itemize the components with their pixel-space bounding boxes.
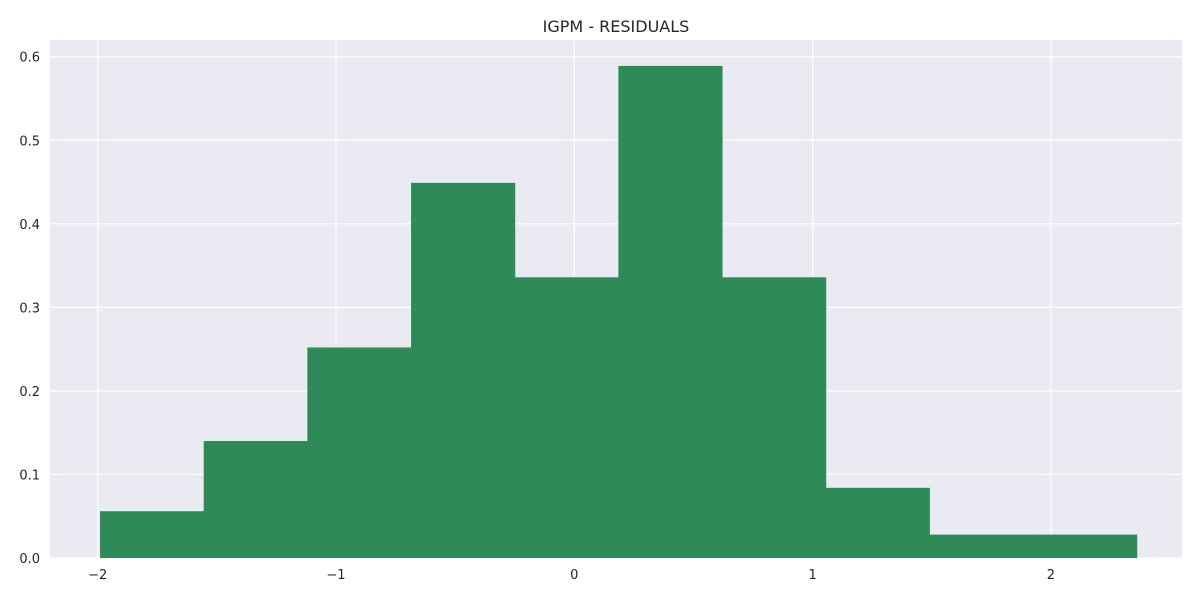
y-tick-label: 0.1 bbox=[19, 468, 40, 483]
histogram-bar-1 bbox=[100, 511, 205, 558]
histogram-bar-6 bbox=[618, 65, 723, 559]
y-tick-label: 0.0 bbox=[19, 552, 40, 567]
histogram-bar-4 bbox=[411, 182, 516, 558]
histogram-bar-9 bbox=[929, 534, 1034, 558]
histogram-bar-5 bbox=[514, 277, 619, 558]
histogram-bar-7 bbox=[722, 277, 827, 558]
x-axis-ticks: −2 −1 0 1 2 bbox=[88, 568, 1055, 583]
x-tick-label: −2 bbox=[88, 568, 107, 583]
histogram-bar-10 bbox=[1033, 534, 1138, 558]
y-tick-label: 0.2 bbox=[19, 385, 40, 400]
histogram-bar-8 bbox=[825, 487, 930, 558]
bars bbox=[100, 65, 1138, 559]
y-tick-label: 0.3 bbox=[19, 301, 40, 316]
x-tick-label: 1 bbox=[808, 568, 816, 583]
x-tick-label: 0 bbox=[570, 568, 578, 583]
y-tick-label: 0.6 bbox=[19, 51, 40, 66]
y-tick-label: 0.4 bbox=[19, 218, 40, 233]
chart-title: IGPM - RESIDUALS bbox=[543, 17, 690, 36]
y-axis-ticks: 0.0 0.1 0.2 0.3 0.4 0.5 0.6 bbox=[19, 51, 40, 567]
x-tick-label: 2 bbox=[1047, 568, 1055, 583]
y-tick-label: 0.5 bbox=[19, 134, 40, 149]
x-tick-label: −1 bbox=[326, 568, 345, 583]
histogram-bar-2 bbox=[203, 441, 308, 558]
histogram-bar-3 bbox=[307, 347, 412, 558]
